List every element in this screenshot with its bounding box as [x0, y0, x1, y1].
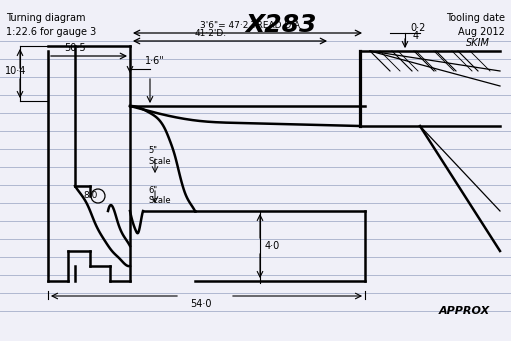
Text: 54·0: 54·0 — [190, 299, 212, 309]
Text: 50·5: 50·5 — [64, 43, 86, 53]
Text: 4: 4 — [413, 31, 419, 41]
Text: 6"
Scale: 6" Scale — [148, 186, 171, 205]
Text: Turning diagram
1:22.6 for gauge 3: Turning diagram 1:22.6 for gauge 3 — [6, 13, 96, 37]
Text: 10·4: 10·4 — [5, 66, 27, 76]
Text: 41·2'D.: 41·2'D. — [195, 29, 227, 38]
Text: APPROX: APPROX — [439, 306, 490, 316]
Text: 8·0: 8·0 — [83, 192, 98, 201]
Text: 0·2: 0·2 — [410, 23, 425, 33]
Text: Tooling date
Aug 2012: Tooling date Aug 2012 — [446, 13, 505, 37]
Text: X283: X283 — [245, 13, 316, 37]
Text: 5"
Scale: 5" Scale — [148, 146, 171, 166]
Text: 3'6"= 47·2 TREAD DIA: 3'6"= 47·2 TREAD DIA — [200, 21, 300, 30]
Text: SKIM: SKIM — [466, 38, 490, 48]
Text: 4·0: 4·0 — [265, 241, 280, 251]
Text: 1·6": 1·6" — [145, 56, 165, 66]
